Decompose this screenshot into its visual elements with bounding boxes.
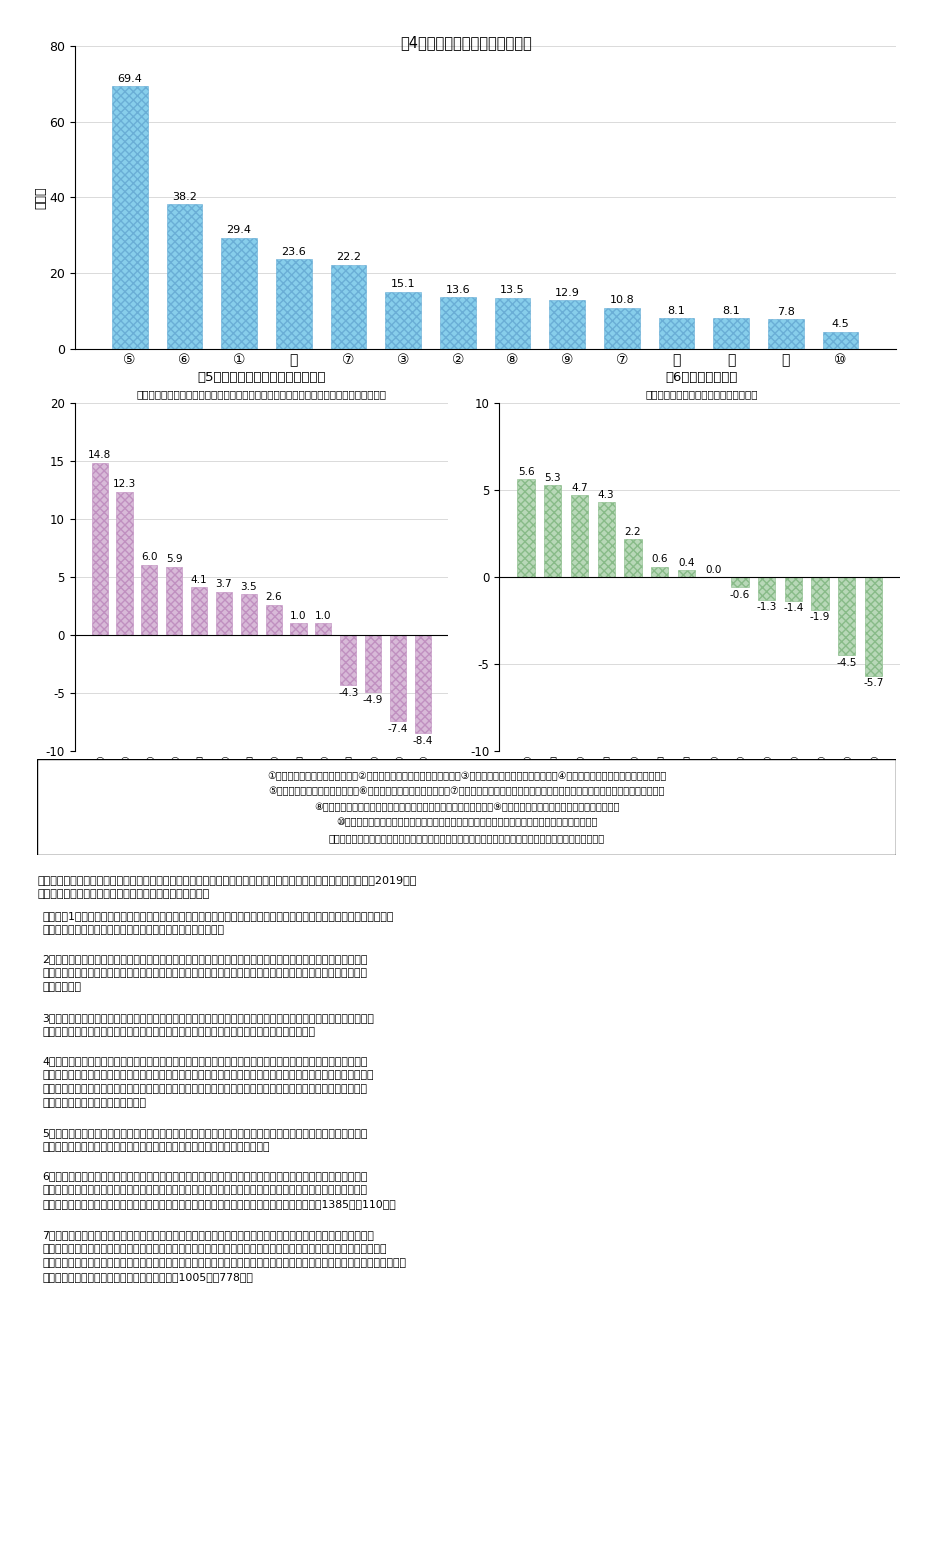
Text: -4.3: -4.3 [338, 688, 358, 699]
Bar [838, 578, 856, 655]
Bar [141, 565, 158, 635]
FancyBboxPatch shape [37, 759, 896, 855]
Text: 3.5: 3.5 [241, 581, 258, 592]
Text: 5.9: 5.9 [166, 553, 183, 564]
Text: 4.5: 4.5 [831, 319, 849, 330]
Bar [731, 578, 748, 587]
Text: 3.7: 3.7 [216, 579, 232, 589]
Text: -4.5: -4.5 [837, 657, 856, 668]
Text: 4）（１）について自社の従業員全体の人手の過不足感について「大いに不足」「やや不足」と回答した企業、
　　（２）（３）における人手不足企業及び（４）～（６）の回: 4）（１）について自社の従業員全体の人手の過不足感について「大いに不足」「やや不… [42, 1056, 373, 1109]
Text: 69.4: 69.4 [118, 74, 142, 84]
Text: 15.1: 15.1 [391, 279, 415, 290]
Bar [768, 319, 803, 349]
Text: 38.2: 38.2 [172, 192, 197, 201]
Text: 6.0: 6.0 [141, 553, 158, 562]
Text: （注）　1）（１）～（３）では、事業の成長意欲について「現状維持が困難になる中、衰退・撤退を延滞させることを
　　　　　重視」と回答した企業は、集計対象外として: （注） 1）（１）～（３）では、事業の成長意欲について「現状維持が困難になる中、… [42, 911, 394, 934]
Text: -5.7: -5.7 [863, 678, 884, 688]
Text: 4.1: 4.1 [190, 575, 207, 584]
Bar [341, 635, 356, 685]
Text: 2.2: 2.2 [624, 527, 641, 536]
Bar [191, 587, 207, 635]
Text: （6）地域別の差分: （6）地域別の差分 [665, 372, 738, 384]
Text: 3）（２）（３）において、自社の従業員全体の人手の過不足状況について、「大いに不足」「やや不足」と回答
　　した企業を「人手不足企業」、「適当」と回答した企業を: 3）（２）（３）において、自社の従業員全体の人手の過不足状況について、「大いに不… [42, 1013, 374, 1036]
Text: -1.9: -1.9 [810, 612, 830, 623]
Text: 0.4: 0.4 [678, 558, 695, 568]
Bar [823, 331, 858, 349]
Bar [241, 595, 257, 635]
Text: 12.3: 12.3 [113, 479, 136, 489]
Text: 23.6: 23.6 [282, 248, 306, 257]
Bar [266, 606, 282, 635]
Bar [112, 87, 147, 349]
Text: 12.9: 12.9 [555, 288, 579, 297]
Bar [330, 265, 367, 349]
Text: 4.3: 4.3 [598, 489, 615, 500]
Bar [597, 502, 615, 578]
Text: -1.3: -1.3 [757, 601, 777, 612]
Text: 14.8: 14.8 [88, 451, 111, 460]
Bar [550, 301, 585, 349]
Text: 8.1: 8.1 [668, 305, 686, 316]
Bar [385, 291, 421, 349]
Text: （「地方圏－三大都市圏・％ポイント）: （「地方圏－三大都市圏・％ポイント） [646, 390, 758, 400]
Text: 13.5: 13.5 [500, 285, 525, 296]
Bar [604, 308, 640, 349]
Text: ①景気の回復に伴う事業の拡大、②業務プロセスの見直しができない、③省力化・合理化投資ができない、④新規の人材獲得が困難になっている、
⑤従業員の自発的な離職の増: ①景気の回復に伴う事業の拡大、②業務プロセスの見直しができない、③省力化・合理化… [267, 771, 666, 843]
Bar [544, 485, 562, 578]
Text: 2.6: 2.6 [265, 592, 282, 603]
Text: -7.4: -7.4 [388, 723, 408, 734]
Text: 5）（４）は、自社の従業員全体の過不足状況について「大いに不足」「やや不足」と回答した企業における、
　　雇用人員が不足している理由について、複数回答の結果を集: 5）（４）は、自社の従業員全体の過不足状況について「大いに不足」「やや不足」と回… [42, 1128, 368, 1151]
Bar [865, 578, 882, 677]
Bar [117, 493, 132, 635]
Bar [166, 567, 182, 635]
Bar [276, 259, 312, 349]
Bar [494, 297, 530, 349]
Bar [167, 204, 202, 349]
Text: 7.8: 7.8 [777, 307, 795, 318]
Bar [91, 463, 107, 635]
Bar [290, 624, 307, 635]
Text: 7）（６）は、「地方圏」に所在地のある企業における各理由の回答割合と、「三大都市圏」に所在地のある企業
　　における各理由の回答割合との差分をみたもの。「三大都: 7）（６）は、「地方圏」に所在地のある企業における各理由の回答割合と、「三大都市… [42, 1230, 406, 1283]
Text: 8.1: 8.1 [722, 305, 740, 316]
Text: 10.8: 10.8 [609, 296, 634, 305]
Text: -4.9: -4.9 [363, 696, 383, 705]
Bar [812, 578, 829, 610]
Text: 資料出所　（独）労働政策研究・研修機構「人手不足等をめぐる現状と働き方等に閘する調査（企業調査票）」（2019年）
の個票を厚生労働省政策統括官付政策統括室にて: 資料出所 （独）労働政策研究・研修機構「人手不足等をめぐる現状と働き方等に閘する… [37, 875, 417, 898]
Bar [221, 237, 257, 349]
Text: 0.0: 0.0 [705, 565, 721, 575]
Bar [440, 297, 476, 349]
Text: 2）（１）は、人手不足を緩和するための対策について、３年前から現在までに「取り組んできた」「未だ取り
　　組んでいないが、近く取り組む予定」と回答した企業におけ: 2）（１）は、人手不足を緩和するための対策について、３年前から現在までに「取り組… [42, 954, 368, 993]
Text: 1.0: 1.0 [315, 610, 331, 621]
Text: 13.6: 13.6 [445, 285, 470, 294]
Bar [758, 578, 775, 599]
Bar [315, 624, 331, 635]
Text: （5）人手不足対策の有無別の差分: （5）人手不足対策の有無別の差分 [197, 372, 326, 384]
Text: （4）人手不足を感じている理由: （4）人手不足を感じている理由 [400, 36, 533, 51]
Bar [365, 635, 382, 692]
Text: 1.0: 1.0 [290, 610, 307, 621]
Bar [571, 496, 588, 578]
Text: 5.6: 5.6 [518, 468, 535, 477]
Text: （「取り組んだ・取り組む予定の企業」－「取り組んでこなかった企業」・％ポイント）: （「取り組んだ・取り組む予定の企業」－「取り組んでこなかった企業」・％ポイント） [136, 390, 386, 400]
Text: -1.4: -1.4 [783, 604, 803, 613]
Bar [785, 578, 802, 601]
Text: 29.4: 29.4 [227, 225, 252, 235]
Y-axis label: （％）: （％） [35, 186, 48, 209]
Bar [677, 570, 695, 578]
Bar [714, 318, 749, 349]
Bar [390, 635, 406, 722]
Text: -0.6: -0.6 [730, 590, 750, 599]
Text: 22.2: 22.2 [336, 252, 361, 262]
Text: -8.4: -8.4 [412, 736, 433, 745]
Bar [659, 318, 694, 349]
Bar [624, 539, 642, 578]
Bar [518, 480, 535, 578]
Text: 6）（５）は、人手不足を緩和するための対策について、３年前から現在までに「取り組んできた」「未だ取り
　　組んでいないが、近く取り組む予定」と回答した企業におけ: 6）（５）は、人手不足を緩和するための対策について、３年前から現在までに「取り組… [42, 1171, 396, 1210]
Bar [651, 567, 668, 578]
Bar [415, 635, 431, 733]
Text: 5.3: 5.3 [545, 472, 561, 483]
Text: 4.7: 4.7 [571, 483, 588, 493]
Bar [216, 592, 232, 635]
Text: 0.6: 0.6 [651, 555, 668, 564]
